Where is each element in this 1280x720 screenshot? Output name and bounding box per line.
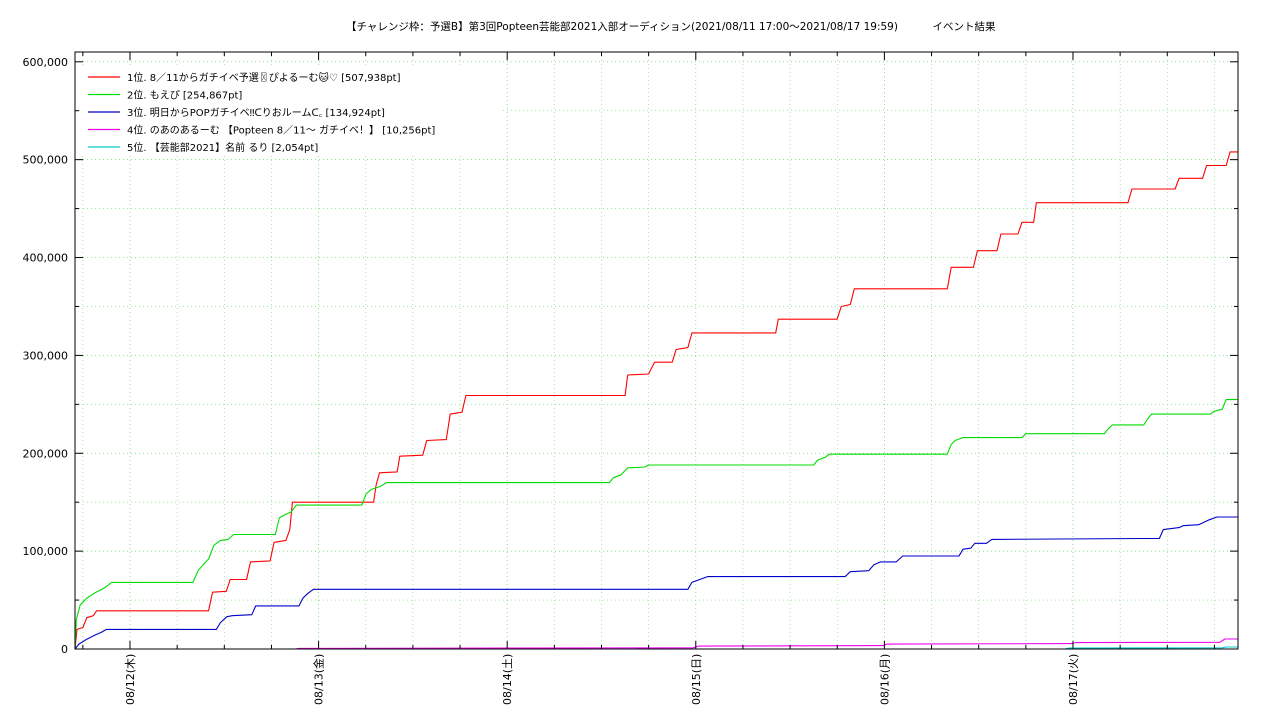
legend-label-1: 1位. 8／11からガチイベ予選〿ぴよるーむ🐱♡ [507,938pt] (127, 71, 401, 84)
series-lines (74, 151, 1238, 650)
axes: 0 100,000 200,000 300,000 400,000 500,000 600,… (23, 52, 1238, 705)
y-tick-label: 500,000 (23, 154, 69, 167)
y-tick-label: 100,000 (23, 545, 69, 558)
x-tick-label: 08/15(日) (690, 654, 703, 705)
legend-label-3: 3位. 明日からPOPガチイベ‼︎ᑕりおルームᑕ꜀ [134,924pt] (127, 106, 385, 119)
y-tick-label: 0 (61, 643, 68, 656)
x-tick-label: 08/12(木) (124, 654, 137, 705)
chart-title: 【チャレンジ枠：予選B】第3回Popteen芸能部2021入部オーディション(2… (346, 20, 898, 33)
chart-subtitle: イベント結果 (933, 20, 996, 33)
x-tick-label: 08/17(火) (1067, 654, 1080, 705)
series-line-4 (75, 638, 1238, 650)
y-tick-label: 600,000 (23, 56, 69, 69)
legend-label-2: 2位. もえぴ [254,867pt] (127, 89, 242, 102)
legend-label-4: 4位. のあのあるーむ 【Popteen 8／11〜 ガチイベ！】 [10,25… (127, 124, 435, 137)
y-tick-label: 200,000 (23, 447, 69, 460)
series-line-3 (74, 516, 1238, 650)
x-tick-label: 08/16(月) (878, 654, 891, 705)
x-tick-label: 08/13(金) (312, 654, 326, 705)
y-tick-label: 400,000 (23, 252, 69, 265)
y-tick-label: 300,000 (23, 349, 69, 362)
legend: 1位. 8／11からガチイベ予選〿ぴよるーむ🐱♡ [507,938pt] 2位. … (88, 71, 435, 154)
x-tick-label: 08/14(土) (501, 654, 514, 705)
series-line-2 (74, 399, 1238, 650)
series-line-1 (74, 151, 1238, 650)
plot-frame (74, 51, 1239, 650)
legend-background (81, 66, 501, 154)
legend-label-5: 5位. 【芸能部2021】名前 るり [2,054pt] (127, 141, 318, 154)
